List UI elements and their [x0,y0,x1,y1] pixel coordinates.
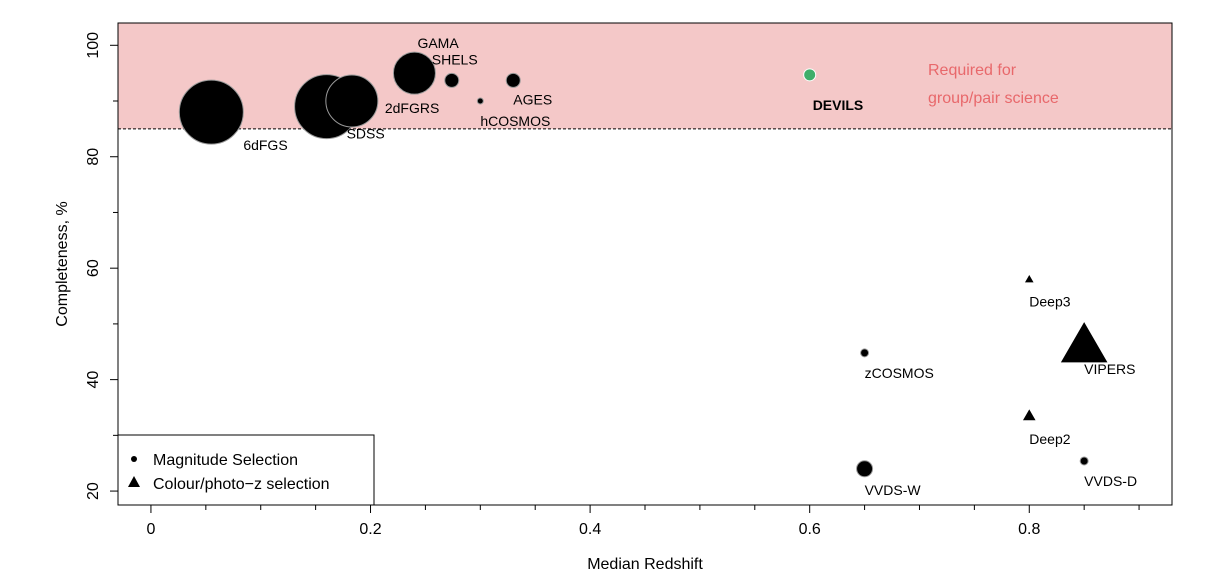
label-deep3: Deep3 [1029,293,1070,309]
label-ages: AGES [513,91,552,107]
legend-circle-marker [131,456,137,462]
legend-box [117,434,375,506]
point-zcosmos [860,348,870,358]
point-vvds-d [1079,456,1089,466]
label-vvds-w: VVDS-W [865,482,922,498]
region-label-line: Required for [928,62,1017,79]
x-tick-label: 0.4 [579,521,601,538]
data-points [178,51,1109,478]
x-axis-title: Median Redshift [587,556,703,573]
legend-label: Colour/photo−z selection [153,476,330,493]
label-vipers: VIPERS [1084,361,1135,377]
point-devils [803,68,817,82]
required-region [118,23,1172,129]
x-tick-label: 0 [146,521,155,538]
y-tick-label: 20 [85,482,102,500]
label-gama: GAMA [417,35,459,51]
region-label: Required for group/pair science [928,62,1059,107]
label-zcosmos: zCOSMOS [865,365,934,381]
region-label-line: group/pair science [928,90,1059,107]
y-axis-title: Completeness, % [54,201,71,326]
x-tick-label: 0.8 [1018,521,1040,538]
y-tick-label: 100 [85,32,102,59]
y-tick-label: 60 [85,259,102,277]
point-shels [444,72,460,88]
point-gama [392,51,436,95]
axes: 0 0.2 0.4 0.6 0.8 20 40 60 80 100 Median Redshift C… [54,22,1173,573]
point-deep3 [1023,273,1035,284]
x-tick-label: 0.2 [359,521,381,538]
required-region-layer [118,23,1172,129]
label-vvds-d: VVDS-D [1084,473,1137,489]
y-tick-label: 80 [85,148,102,166]
point-2dfgrs [325,74,379,128]
label-devils: DEVILS [813,97,864,113]
point-6dfgs [178,79,244,145]
label-2dfgrs: 2dFGRS [385,100,439,116]
label-sdss: SDSS [347,126,385,142]
legend-triangle-marker [128,476,140,487]
label-6dfgs: 6dFGS [243,137,287,153]
label-hcosmos: hCOSMOS [480,113,550,129]
label-shels: SHELS [432,51,478,67]
x-tick-label: 0.6 [799,521,821,538]
point-ages [505,72,521,88]
y-tick-label: 40 [85,371,102,389]
label-deep2: Deep2 [1029,431,1070,447]
point-vipers [1059,320,1109,364]
point-vvds-w [856,460,874,478]
legend: Magnitude Selection Colour/photo−z select… [117,434,375,506]
point-hcosmos [476,97,484,105]
point-deep2 [1021,407,1037,422]
legend-label: Magnitude Selection [153,452,298,469]
